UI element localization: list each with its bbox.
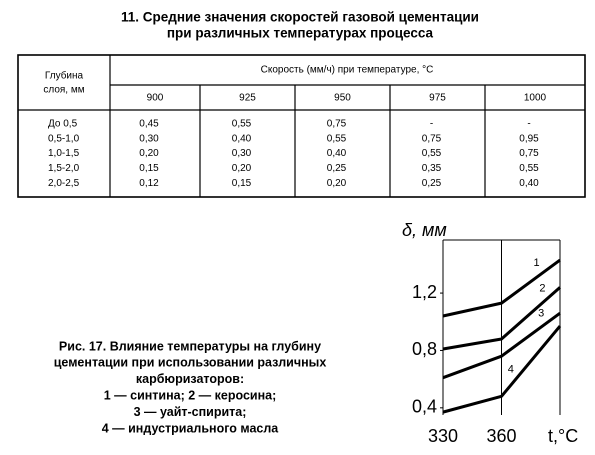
column-header: 975 (429, 93, 446, 104)
column-header: 925 (239, 93, 256, 104)
caption: цементации при использовании различных (54, 356, 327, 370)
table-cell: 0,30 (232, 148, 252, 159)
caption: 4 — индустриального масла (102, 421, 280, 435)
table-cell: 0,30 (139, 133, 159, 144)
table-cell: - (430, 119, 433, 130)
series-label: 3 (538, 308, 544, 320)
table-cell: 0,15 (139, 163, 159, 174)
table-cell: 1,5-2,0 (48, 163, 80, 174)
line (442, 325, 562, 414)
column-header: 950 (334, 93, 351, 104)
caption: 3 — уайт-спирита; (134, 405, 247, 419)
table-cell: 0,55 (422, 148, 442, 159)
table-cell: 0,55 (519, 163, 539, 174)
series-label: 2 (539, 283, 545, 295)
table-cell: 0,55 (327, 133, 347, 144)
table-header: Глубина (45, 70, 84, 82)
table-header: Скорость (мм/ч) при температуре, °С (261, 65, 434, 76)
table-border (17, 54, 586, 198)
table-cell: 0,75 (327, 119, 347, 130)
title: 11. Средние значения скоростей газовой ц… (121, 10, 479, 25)
table-cell: 0,40 (232, 133, 252, 144)
series-label: 4 (508, 364, 514, 376)
table-cell: 0,20 (232, 163, 252, 174)
title: при различных температурах процесса (167, 26, 434, 41)
table-header: слоя, мм (43, 85, 84, 96)
table-cell: 1,0-1,5 (48, 148, 80, 159)
table-cell: 0,40 (519, 178, 539, 189)
column-header: 1000 (524, 93, 547, 104)
y-tick-label: 0,4 (412, 397, 437, 417)
line (442, 258, 561, 318)
caption: карбюризаторов: (136, 372, 244, 386)
y-tick-label: 1,2 (412, 282, 437, 302)
y-axis-label: δ, мм (402, 220, 447, 240)
caption: Рис. 17. Влияние температуры на глубину (59, 339, 321, 353)
table-cell: 2,0-2,5 (48, 178, 80, 189)
table-cell: 0,40 (327, 148, 347, 159)
x-tick-label: 360 (486, 426, 516, 446)
table-cell: 0,25 (327, 163, 347, 174)
table-cell: 0,55 (232, 119, 252, 130)
table-cell: 0,75 (422, 133, 442, 144)
line (442, 286, 561, 351)
table-cell: 0,12 (139, 178, 159, 189)
table-cell: 0,45 (139, 119, 159, 130)
table-cell: 0,15 (232, 178, 252, 189)
table-cell: 0,95 (519, 133, 539, 144)
table-cell: До 0,5 (48, 119, 78, 130)
table-cell: 0,35 (422, 163, 442, 174)
table-cell: 0,5-1,0 (48, 133, 80, 144)
table-cell: 0,75 (519, 148, 539, 159)
line (442, 311, 561, 380)
table-cell: 0,25 (422, 178, 442, 189)
column-header: 900 (147, 93, 164, 104)
table-cell: 0,20 (327, 178, 347, 189)
y-tick-label: 0,8 (412, 339, 437, 359)
caption: 1 — синтина; 2 — керосина; (104, 388, 277, 402)
x-axis-label: t,°С (548, 426, 578, 446)
table-cell: - (527, 119, 530, 130)
x-tick-label: 330 (428, 426, 458, 446)
series-label: 1 (533, 257, 539, 269)
table-frame (17, 54, 586, 198)
table-cell: 0,20 (139, 148, 159, 159)
